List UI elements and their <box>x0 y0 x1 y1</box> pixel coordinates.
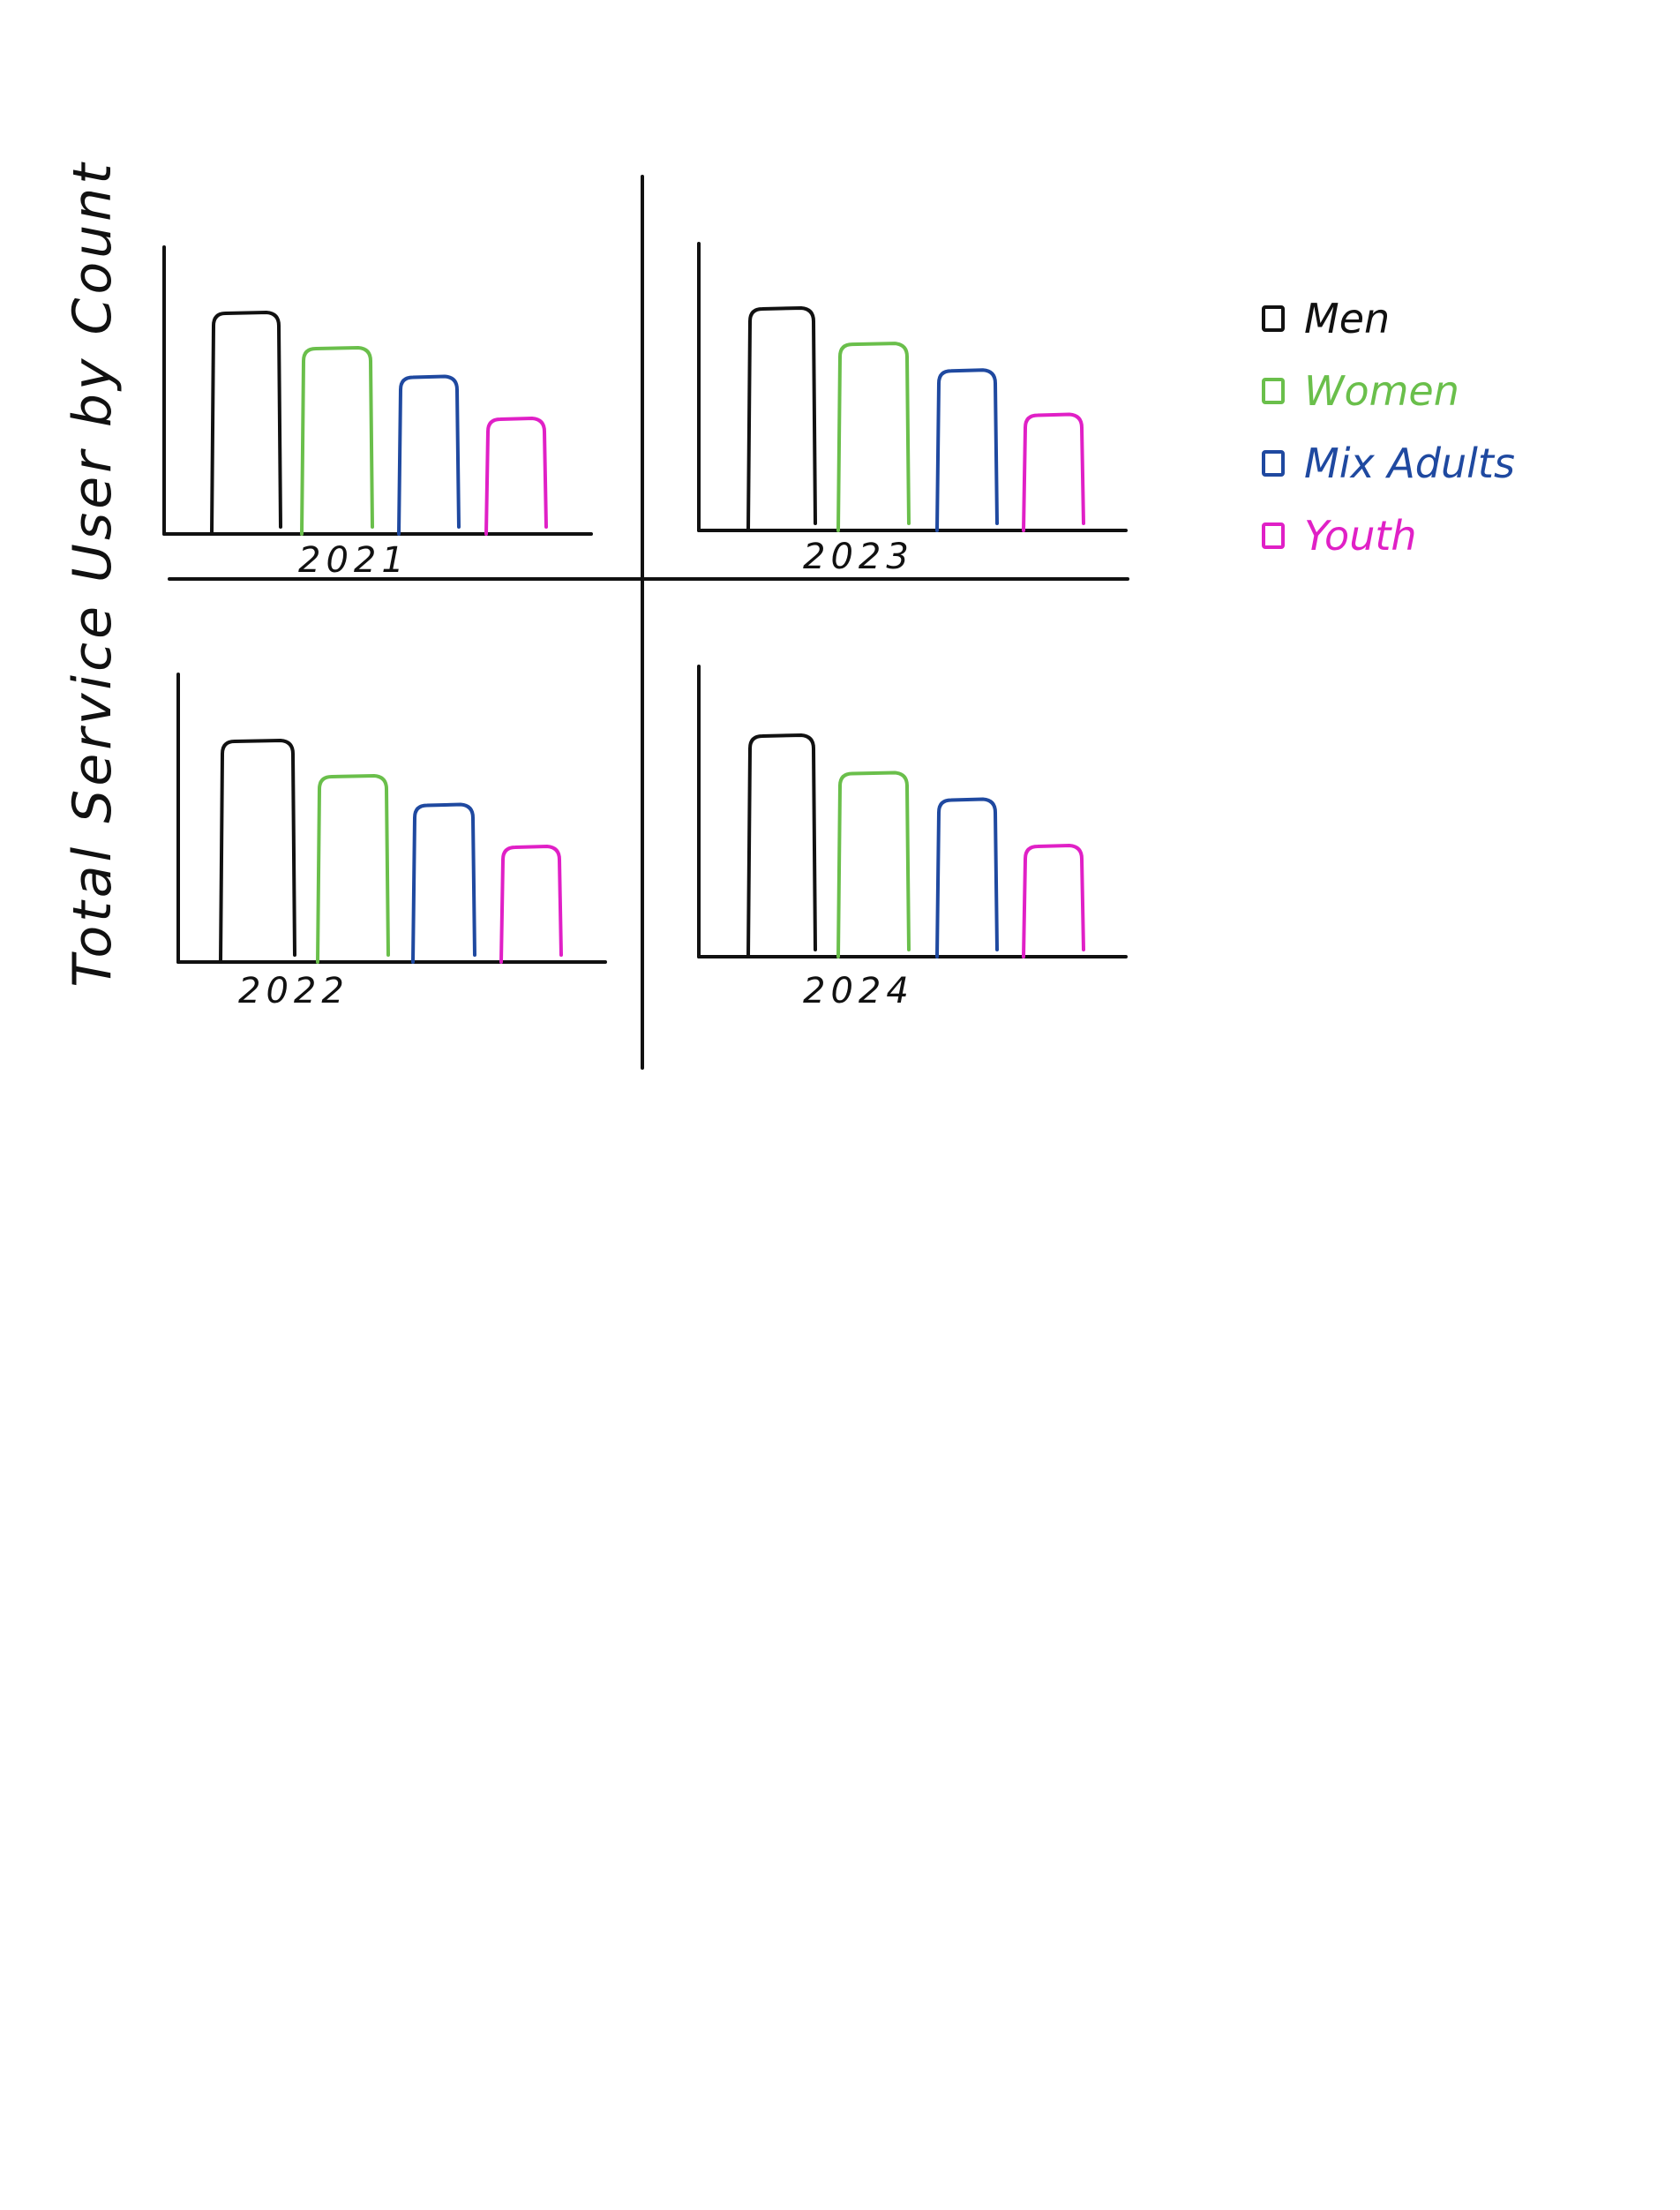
bar-2023-women <box>836 342 911 532</box>
panel-label-2023: 2023 <box>803 537 914 577</box>
legend: Men Women Mix Adults Youth <box>1262 282 1515 572</box>
panel-2021 <box>162 245 593 536</box>
bar-2024-men <box>746 733 817 958</box>
bar-2021-men <box>210 311 282 536</box>
legend-swatch-youth <box>1262 522 1285 549</box>
panel-2022 <box>176 673 607 964</box>
legend-swatch-mix-adults <box>1262 450 1285 477</box>
bar-2024-mix-adults <box>935 797 999 958</box>
legend-item-men: Men <box>1262 282 1515 355</box>
bar-2021-mix-adults <box>397 374 461 536</box>
legend-swatch-women <box>1262 378 1285 404</box>
panel-label-2021: 2021 <box>298 540 409 581</box>
bar-2022-youth <box>499 845 563 964</box>
panel-label-2022: 2022 <box>238 971 349 1011</box>
quadrant-dividers <box>168 175 1129 1070</box>
panel-label-2024: 2024 <box>803 971 914 1011</box>
bar-2021-youth <box>484 417 548 536</box>
bar-2024-women <box>836 770 911 958</box>
bar-2022-men <box>219 739 296 964</box>
legend-label-men: Men <box>1304 295 1391 342</box>
panel-2024 <box>697 665 1128 958</box>
legend-label-youth: Youth <box>1304 512 1417 560</box>
bar-2024-youth <box>1022 844 1085 958</box>
legend-item-women: Women <box>1262 355 1515 427</box>
y-axis-label: Total Service User by Count <box>62 160 124 988</box>
chart-panels <box>162 242 1128 964</box>
legend-item-mix-adults: Mix Adults <box>1262 427 1515 500</box>
legend-label-women: Women <box>1304 367 1459 415</box>
panel-2023 <box>697 242 1128 532</box>
legend-swatch-men <box>1262 305 1285 332</box>
bar-2022-women <box>316 774 390 964</box>
legend-item-youth: Youth <box>1262 500 1515 572</box>
legend-label-mix-adults: Mix Adults <box>1304 440 1515 487</box>
bar-2023-men <box>746 306 817 532</box>
bar-2021-women <box>300 346 374 536</box>
bar-2023-youth <box>1022 412 1085 532</box>
bar-2023-mix-adults <box>935 368 999 532</box>
bar-2022-mix-adults <box>411 802 476 964</box>
